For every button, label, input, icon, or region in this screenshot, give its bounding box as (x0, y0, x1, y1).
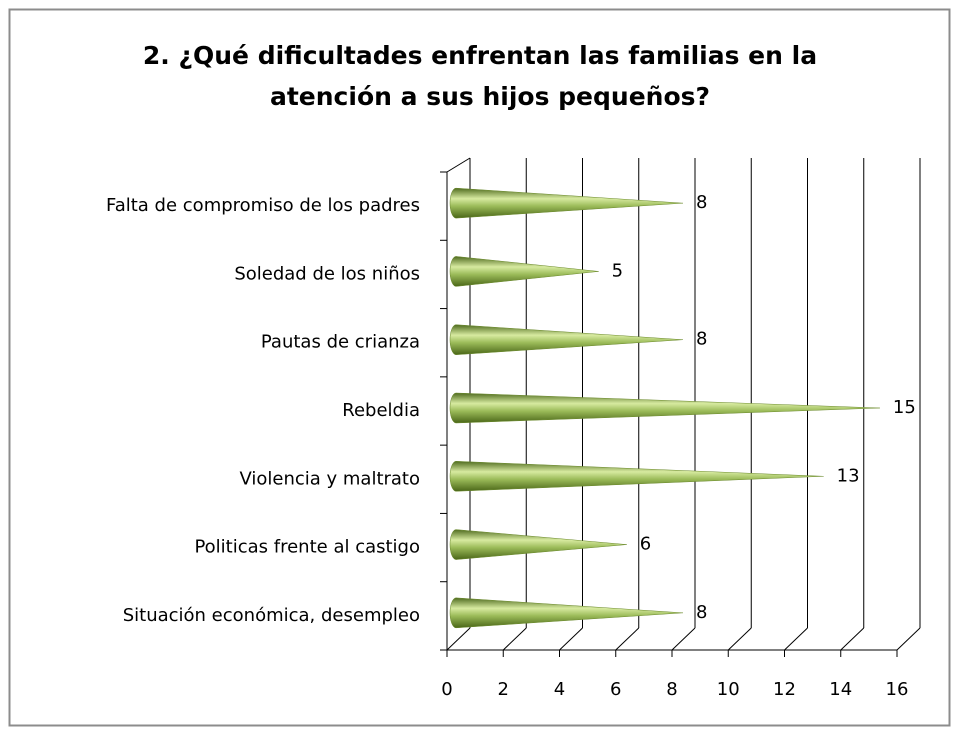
bar (449, 187, 684, 219)
chart-title: atención a sus hijos pequeños? (270, 82, 710, 111)
bar (449, 529, 627, 560)
x-tick-label: 16 (886, 679, 909, 700)
value-label: 6 (640, 534, 651, 555)
grid-line (896, 627, 921, 651)
y-tick-label: Falta de compromiso de los padres (106, 195, 420, 216)
bar (449, 392, 880, 424)
x-tick-label: 12 (773, 679, 796, 700)
grid-line (615, 627, 640, 651)
value-label: 13 (837, 465, 860, 486)
axis-line (446, 157, 471, 173)
grid-line (446, 627, 471, 651)
x-tick-label: 4 (554, 679, 565, 700)
y-tick-label: Soledad de los niños (234, 263, 420, 284)
bar (449, 256, 599, 287)
value-label: 8 (696, 602, 707, 623)
value-label: 8 (696, 329, 707, 350)
value-label: 8 (696, 192, 707, 213)
bar (449, 324, 684, 355)
grid-line (671, 627, 696, 651)
x-tick-label: 14 (829, 679, 852, 700)
x-tick-label: 6 (610, 679, 621, 700)
x-tick-label: 0 (441, 679, 452, 700)
bar (449, 461, 824, 492)
grid-line (840, 627, 865, 651)
y-tick-label: Pautas de crianza (261, 332, 420, 353)
bar (449, 597, 684, 629)
value-label: 15 (893, 397, 916, 418)
x-tick-label: 8 (666, 679, 677, 700)
x-tick-label: 2 (498, 679, 509, 700)
y-tick-label: Situación económica, desempleo (123, 605, 420, 626)
grid-line (727, 627, 752, 651)
value-label: 5 (612, 260, 623, 281)
grid-line (784, 627, 808, 651)
y-tick-label: Politicas frente al castigo (194, 537, 420, 558)
grid-line (502, 627, 527, 651)
chart-title: 2. ¿Qué dificultades enfrentan las famil… (143, 41, 817, 70)
y-tick-label: Rebeldia (342, 400, 420, 421)
grid-line (559, 627, 583, 651)
x-tick-label: 10 (717, 679, 740, 700)
y-tick-label: Violencia y maltrato (239, 468, 420, 489)
